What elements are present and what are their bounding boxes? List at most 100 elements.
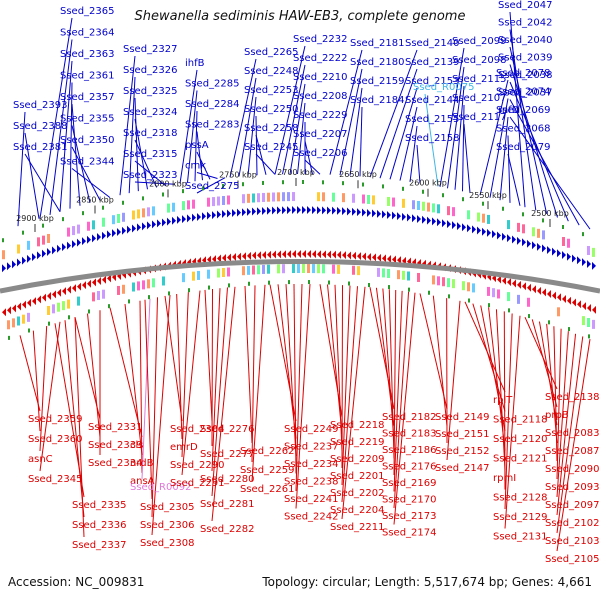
reverse-gene-mark — [397, 256, 401, 265]
reverse-gene-label: Ssed_2183 — [382, 429, 437, 440]
reverse-gene-label: rpmI — [493, 473, 516, 484]
cog-block-forward — [592, 247, 595, 257]
forward-gene-mark — [342, 207, 346, 216]
gene-callout-line — [196, 172, 218, 179]
reverse-gene-mark — [262, 250, 266, 259]
reverse-gene-mark — [42, 293, 46, 302]
cog-block-forward — [27, 240, 30, 250]
forward-gene-label: Ssed_2140 — [405, 38, 460, 49]
cog-block-forward — [77, 224, 80, 234]
cog-block-reverse — [452, 279, 455, 289]
cog-block-reverse — [162, 276, 165, 286]
gene-callout-line — [244, 285, 253, 444]
cog-block-forward — [137, 209, 140, 219]
reverse-gene-label: Ssed_2128 — [493, 493, 548, 504]
reverse-gene-mark — [582, 302, 586, 311]
reverse-gene-mark — [382, 254, 386, 263]
gc-mark — [422, 189, 424, 194]
cog-block-forward — [422, 201, 425, 211]
forward-gene-mark — [117, 227, 121, 236]
forward-gene-label: Ssed_2323 — [123, 170, 178, 181]
forward-gene-mark — [457, 222, 461, 231]
cog-block-reverse — [47, 305, 50, 315]
forward-gene-label: Ssed_2222 — [293, 53, 348, 64]
cog-block-forward — [567, 238, 570, 248]
forward-gene-mark — [427, 216, 431, 225]
reverse-gene-mark — [327, 250, 331, 259]
cog-block-reverse — [352, 265, 355, 275]
gene-callout-line — [204, 289, 213, 422]
reverse-gene-label: Ssed_2339 — [88, 440, 143, 451]
cog-block-forward — [182, 201, 185, 211]
forward-gene-mark — [127, 225, 131, 234]
gene-callout-line — [489, 98, 509, 198]
gc-mark — [262, 180, 264, 185]
reverse-gene-label: Ssed_2238 — [284, 477, 339, 488]
reverse-gene-mark — [317, 250, 321, 259]
cog-block-reverse — [432, 275, 435, 285]
cog-block-forward — [132, 210, 135, 220]
gc-mark — [68, 315, 70, 320]
reverse-gene-mark — [517, 280, 521, 289]
cog-block-forward — [372, 195, 375, 205]
reverse-gene-mark — [577, 300, 581, 309]
gene-callout-line — [479, 79, 509, 196]
forward-gene-label: rnfD — [498, 105, 520, 116]
gene-callout-line — [339, 68, 363, 176]
gc-mark — [428, 290, 430, 295]
forward-gene-mark — [72, 240, 76, 249]
reverse-gene-label: Ssed_2259 — [240, 465, 295, 476]
gene-labels: Ssed_2365 Ssed_2364 Ssed_2363 Ssed_2361 Ssed… — [13, 0, 600, 565]
gene-callout-line — [341, 286, 358, 503]
reverse-gene-label: Ssed_2204 — [330, 505, 385, 516]
gc-mark — [242, 182, 244, 187]
forward-gene-label: Ssed_2248 — [244, 66, 299, 77]
gc-mark — [108, 304, 110, 309]
gene-callout-line — [181, 290, 201, 476]
reverse-gene-mark — [287, 250, 291, 259]
gene-callout-line — [439, 47, 465, 187]
gene-callout-line — [238, 77, 257, 177]
gene-callout-line — [181, 292, 189, 458]
cog-block-forward — [277, 192, 280, 202]
reverse-gene-mark — [37, 295, 41, 304]
gene-callout-line — [507, 135, 511, 203]
reverse-gene-label: Ssed_2345 — [28, 474, 83, 485]
reverse-gene-label: Ssed_2093 — [545, 482, 600, 493]
forward-gene-mark — [317, 206, 321, 215]
reverse-gene-label: Ssed_2331 — [88, 422, 143, 433]
cog-block-forward — [467, 210, 470, 220]
gene-callout-line — [447, 66, 465, 189]
cog-block-forward — [402, 198, 405, 208]
gc-mark — [562, 224, 564, 229]
forward-gene-mark — [412, 214, 416, 223]
forward-gene-mark — [327, 206, 331, 215]
forward-gene-label: Ssed_2181 — [350, 38, 405, 49]
cog-block-forward — [282, 192, 285, 202]
gene-callout-line — [399, 106, 418, 181]
cog-block-forward — [352, 193, 355, 203]
forward-gene-mark — [567, 252, 571, 261]
forward-gene-label: Ssed_2318 — [123, 128, 178, 139]
kbp-tick-label: 2700 kbp — [277, 168, 315, 177]
forward-gene-label: Ssed_R0075 — [413, 82, 474, 93]
cog-block-reverse — [222, 267, 225, 277]
forward-gene-mark — [337, 206, 341, 215]
gc-mark — [188, 288, 190, 293]
forward-gene-mark — [137, 223, 141, 232]
cog-block-forward — [167, 203, 170, 213]
reverse-gene-mark — [87, 279, 91, 288]
gc-mark — [122, 200, 124, 205]
forward-gene-mark — [157, 219, 161, 228]
reverse-gene-label: Ssed_2291 — [170, 478, 225, 489]
cog-block-reverse — [472, 283, 475, 293]
reverse-gene-mark — [502, 276, 506, 285]
cog-block-reverse — [447, 278, 450, 288]
cog-block-forward — [522, 224, 525, 234]
reverse-gene-label: Ssed_2281 — [200, 499, 255, 510]
forward-gene-mark — [467, 224, 471, 233]
gene-callout-line — [39, 321, 61, 472]
gene-callout-line — [556, 336, 584, 534]
gene-callout-line — [329, 49, 363, 175]
gene-callout-line — [432, 295, 448, 427]
